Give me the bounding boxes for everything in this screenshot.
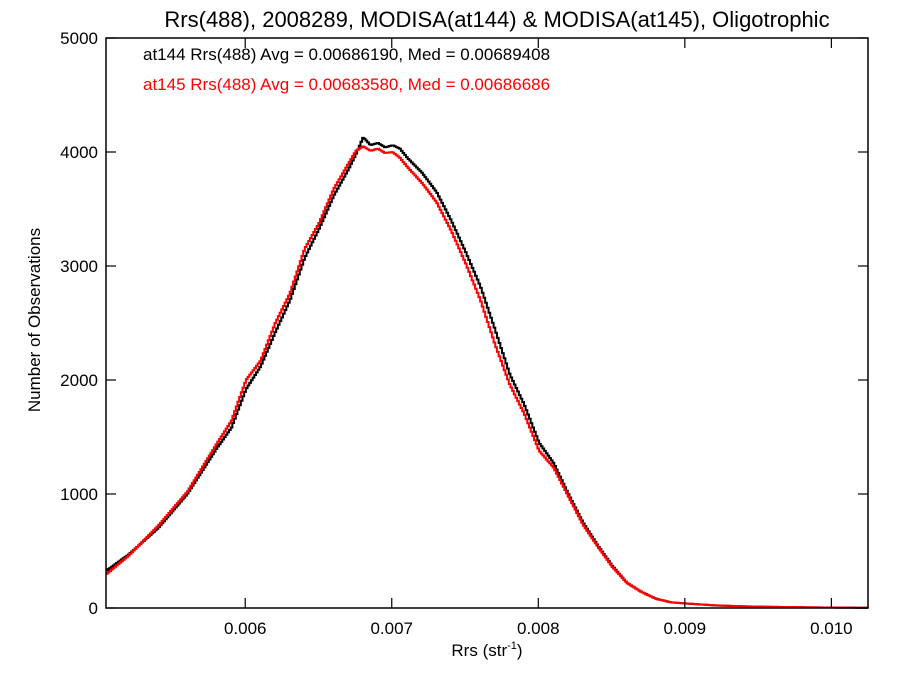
plot-lines bbox=[106, 136, 869, 609]
legend-at144: at144 Rrs(488) Avg = 0.00686190, Med = 0… bbox=[143, 45, 550, 64]
y-tick-label: 3000 bbox=[60, 257, 98, 276]
x-tick-label: 0.006 bbox=[224, 619, 267, 638]
axis-ticks: 0.006 0.007 0.008 0.009 0.010 0 1000 2000 3000 40… bbox=[60, 29, 868, 638]
x-axis-label-main: Rrs (str bbox=[451, 641, 507, 660]
y-tick-label: 5000 bbox=[60, 29, 98, 48]
x-axis-label: Rrs (str-1) bbox=[451, 640, 522, 660]
legend-at145: at145 Rrs(488) Avg = 0.00683580, Med = 0… bbox=[143, 75, 550, 94]
y-tick-label: 1000 bbox=[60, 485, 98, 504]
chart-title: Rrs(488), 2008289, MODISA(at144) & MODIS… bbox=[164, 7, 829, 32]
x-axis-label-close: ) bbox=[517, 641, 523, 660]
x-tick-label: 0.008 bbox=[517, 619, 560, 638]
series-line-1 bbox=[106, 145, 869, 609]
x-axis-label-superscript: -1 bbox=[507, 640, 517, 652]
series-line-0 bbox=[106, 136, 869, 609]
y-axis-label: Number of Observations bbox=[25, 228, 44, 412]
y-tick-label: 4000 bbox=[60, 143, 98, 162]
x-tick-label: 0.010 bbox=[810, 619, 853, 638]
y-tick-label: 0 bbox=[89, 599, 98, 618]
y-tick-label: 2000 bbox=[60, 371, 98, 390]
x-tick-label: 0.009 bbox=[664, 619, 707, 638]
x-tick-label: 0.007 bbox=[370, 619, 413, 638]
plot-frame bbox=[105, 37, 869, 609]
